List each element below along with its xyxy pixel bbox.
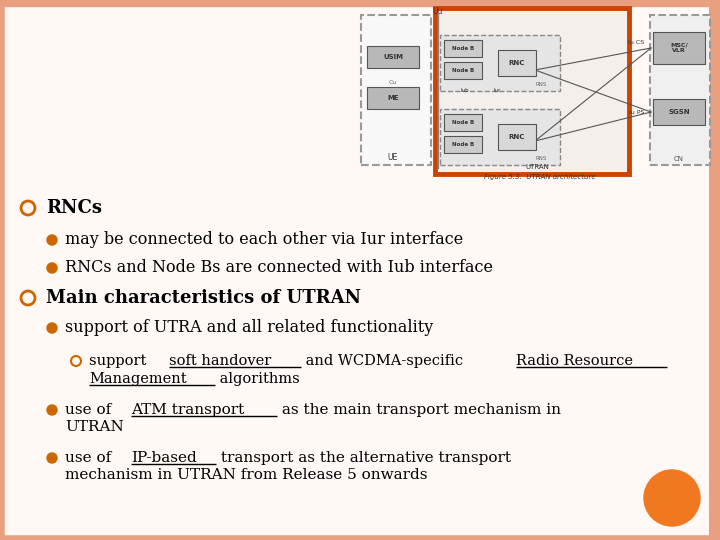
Circle shape	[47, 453, 57, 463]
Text: MSC/
VLR: MSC/ VLR	[670, 43, 688, 53]
Text: and WCDMA-specific: and WCDMA-specific	[301, 354, 468, 368]
FancyBboxPatch shape	[435, 8, 629, 174]
Text: Radio Resource: Radio Resource	[516, 354, 633, 368]
Text: UTRAN: UTRAN	[65, 420, 124, 434]
FancyBboxPatch shape	[444, 62, 482, 79]
Text: Uu: Uu	[433, 7, 444, 16]
Text: transport as the alternative transport: transport as the alternative transport	[216, 451, 510, 465]
Text: Figure 5.3.  UTRAN architecture: Figure 5.3. UTRAN architecture	[484, 174, 596, 180]
Text: Node B: Node B	[452, 142, 474, 147]
FancyBboxPatch shape	[653, 32, 705, 64]
Text: Management: Management	[89, 372, 186, 386]
FancyBboxPatch shape	[444, 114, 482, 131]
FancyBboxPatch shape	[498, 50, 536, 76]
Circle shape	[47, 405, 57, 415]
Circle shape	[47, 323, 57, 333]
FancyBboxPatch shape	[440, 109, 560, 165]
Text: algorithms: algorithms	[215, 372, 300, 386]
Text: ME: ME	[387, 95, 399, 101]
Circle shape	[47, 263, 57, 273]
Circle shape	[47, 235, 57, 245]
Text: RNS: RNS	[536, 82, 547, 87]
Text: ATM transport: ATM transport	[131, 403, 244, 417]
Text: use of: use of	[65, 403, 116, 417]
Text: Iu PS: Iu PS	[629, 110, 644, 114]
FancyBboxPatch shape	[444, 136, 482, 153]
Text: RNCs and Node Bs are connected with Iub interface: RNCs and Node Bs are connected with Iub …	[65, 260, 493, 276]
FancyBboxPatch shape	[367, 87, 419, 109]
Text: SGSN: SGSN	[668, 109, 690, 115]
Text: RNC: RNC	[509, 60, 525, 66]
Text: Node B: Node B	[452, 68, 474, 73]
Text: CN: CN	[674, 156, 684, 162]
FancyBboxPatch shape	[650, 15, 710, 165]
Text: support: support	[89, 354, 151, 368]
Text: RNCs: RNCs	[46, 199, 102, 217]
Text: Node B: Node B	[452, 46, 474, 51]
Text: Iub: Iub	[461, 89, 469, 93]
FancyBboxPatch shape	[440, 35, 560, 91]
FancyBboxPatch shape	[653, 99, 705, 125]
Text: soft handover: soft handover	[169, 354, 271, 368]
Circle shape	[644, 470, 700, 526]
Text: USIM: USIM	[383, 54, 403, 60]
Text: may be connected to each other via Iur interface: may be connected to each other via Iur i…	[65, 232, 463, 248]
Text: RNS: RNS	[536, 156, 547, 161]
Text: Iur: Iur	[493, 89, 500, 93]
Text: UE: UE	[388, 153, 398, 162]
Text: UTRAN: UTRAN	[525, 164, 549, 170]
Text: Iu CS: Iu CS	[628, 40, 644, 45]
Text: mechanism in UTRAN from Release 5 onwards: mechanism in UTRAN from Release 5 onward…	[65, 468, 428, 482]
Text: Cu: Cu	[389, 80, 397, 85]
Text: as the main transport mechanism in: as the main transport mechanism in	[277, 403, 561, 417]
FancyBboxPatch shape	[498, 124, 536, 150]
Text: support of UTRA and all related functionality: support of UTRA and all related function…	[65, 320, 433, 336]
FancyBboxPatch shape	[367, 46, 419, 68]
FancyBboxPatch shape	[361, 15, 431, 165]
Text: Node B: Node B	[452, 120, 474, 125]
Text: IP-based: IP-based	[131, 451, 197, 465]
Text: Main characteristics of UTRAN: Main characteristics of UTRAN	[46, 289, 361, 307]
FancyBboxPatch shape	[444, 40, 482, 57]
Text: use of: use of	[65, 451, 116, 465]
Text: RNC: RNC	[509, 134, 525, 140]
